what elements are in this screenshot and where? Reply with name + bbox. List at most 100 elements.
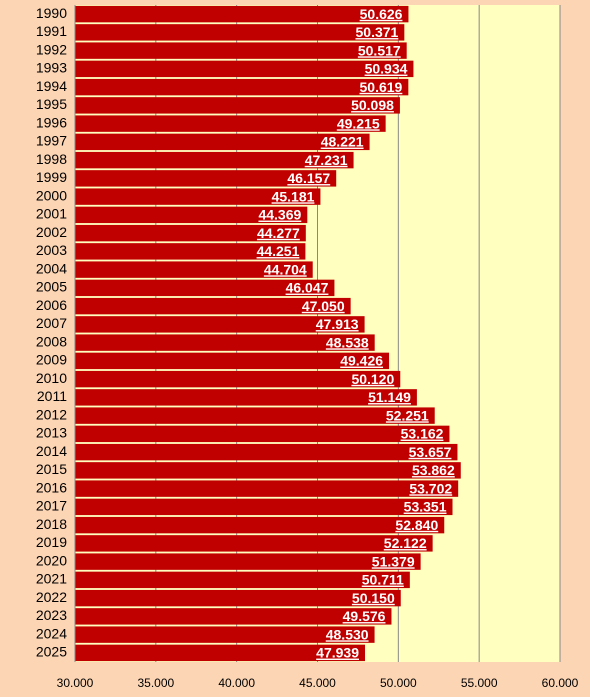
value-label: 50.934 <box>365 61 408 77</box>
value-label: 50.371 <box>356 24 399 40</box>
value-label: 53.351 <box>404 499 447 515</box>
value-label: 45.181 <box>272 188 315 204</box>
value-label: 48.530 <box>326 626 369 642</box>
value-label: 52.251 <box>386 407 429 423</box>
value-label: 47.913 <box>316 316 359 332</box>
bar <box>75 644 366 662</box>
value-label: 44.251 <box>257 243 300 259</box>
value-label: 50.120 <box>351 371 394 387</box>
bar <box>75 261 313 278</box>
value-label: 52.122 <box>384 535 427 551</box>
bar <box>75 243 306 260</box>
value-label: 53.162 <box>401 426 444 442</box>
y-tick-label: 2012 <box>36 406 67 422</box>
bar <box>75 425 450 443</box>
y-tick-label: 2001 <box>36 206 67 222</box>
y-tick-label: 1999 <box>36 169 67 185</box>
value-label: 52.840 <box>395 517 438 533</box>
value-label: 49.426 <box>340 353 383 369</box>
y-tick-label: 2000 <box>36 187 67 203</box>
bar <box>75 316 365 333</box>
bar <box>75 5 409 23</box>
bar <box>75 389 417 406</box>
value-label: 47.231 <box>305 152 348 168</box>
y-tick-label: 2019 <box>36 534 67 550</box>
x-tick-label: 30.000 <box>57 676 94 690</box>
value-label: 48.221 <box>321 134 364 150</box>
bar <box>75 60 414 78</box>
value-label: 48.538 <box>326 334 369 350</box>
bar <box>75 553 421 570</box>
value-label: 51.149 <box>368 389 411 405</box>
value-label: 51.379 <box>372 553 415 569</box>
x-tick-label: 50.000 <box>380 676 417 690</box>
bar <box>75 571 410 589</box>
y-tick-label: 2014 <box>36 443 67 459</box>
bar <box>75 334 375 351</box>
y-tick-label: 2020 <box>36 552 67 568</box>
y-tick-label: 2016 <box>36 479 67 495</box>
value-label: 46.047 <box>286 280 329 296</box>
y-tick-label: 1998 <box>36 151 67 167</box>
bar <box>75 352 390 370</box>
y-tick-label: 2021 <box>36 571 67 587</box>
y-tick-label: 2006 <box>36 297 67 313</box>
value-label: 44.369 <box>258 207 301 223</box>
value-label: 53.862 <box>412 462 455 478</box>
value-label: 49.215 <box>337 115 380 131</box>
value-label: 50.626 <box>360 6 403 22</box>
y-tick-label: 2003 <box>36 242 67 258</box>
bar <box>75 516 445 534</box>
bar <box>75 115 386 132</box>
bar <box>75 498 453 516</box>
y-tick-label: 2010 <box>36 370 67 386</box>
bar <box>75 206 308 224</box>
bar <box>75 370 401 388</box>
y-tick-label: 2015 <box>36 461 67 477</box>
bar <box>75 78 409 96</box>
bar <box>75 279 335 297</box>
value-label: 50.517 <box>358 42 401 58</box>
y-tick-label: 1992 <box>36 41 67 57</box>
bar <box>75 589 401 607</box>
value-label: 49.576 <box>343 608 386 624</box>
bar <box>75 462 461 479</box>
value-label: 53.657 <box>409 444 452 460</box>
bar <box>75 535 433 552</box>
y-tick-label: 1991 <box>36 23 67 39</box>
x-tick-label: 55.000 <box>461 676 498 690</box>
value-label: 53.702 <box>409 480 452 496</box>
y-tick-label: 1995 <box>36 96 67 112</box>
bar <box>75 608 392 625</box>
bar <box>75 480 459 497</box>
y-tick-label: 2005 <box>36 279 67 295</box>
bar <box>75 224 306 242</box>
y-tick-label: 2002 <box>36 224 67 240</box>
x-tick-label: 60.000 <box>542 676 579 690</box>
x-tick-label: 40.000 <box>218 676 255 690</box>
y-tick-label: 2009 <box>36 352 67 368</box>
bar <box>75 24 405 41</box>
value-label: 50.150 <box>352 590 395 606</box>
y-tick-label: 2024 <box>36 625 67 641</box>
value-label: 47.939 <box>316 645 359 661</box>
y-tick-label: 2004 <box>36 260 67 276</box>
x-tick-label: 35.000 <box>137 676 174 690</box>
y-tick-label: 1990 <box>36 5 67 21</box>
y-tick-label: 2025 <box>36 644 67 660</box>
y-tick-label: 2011 <box>37 388 67 404</box>
y-tick-label: 2017 <box>36 498 67 514</box>
bar <box>75 133 370 151</box>
y-tick-label: 2022 <box>36 589 67 605</box>
y-tick-label: 1997 <box>36 133 67 149</box>
y-tick-label: 2023 <box>36 607 67 623</box>
bar <box>75 407 435 424</box>
bar <box>75 42 407 59</box>
y-tick-label: 2013 <box>36 425 67 441</box>
y-tick-label: 1994 <box>36 78 67 94</box>
y-tick-label: 2007 <box>36 315 67 331</box>
y-tick-label: 2008 <box>36 333 67 349</box>
y-tick-label: 2018 <box>36 516 67 532</box>
y-tick-label: 1996 <box>36 114 67 130</box>
